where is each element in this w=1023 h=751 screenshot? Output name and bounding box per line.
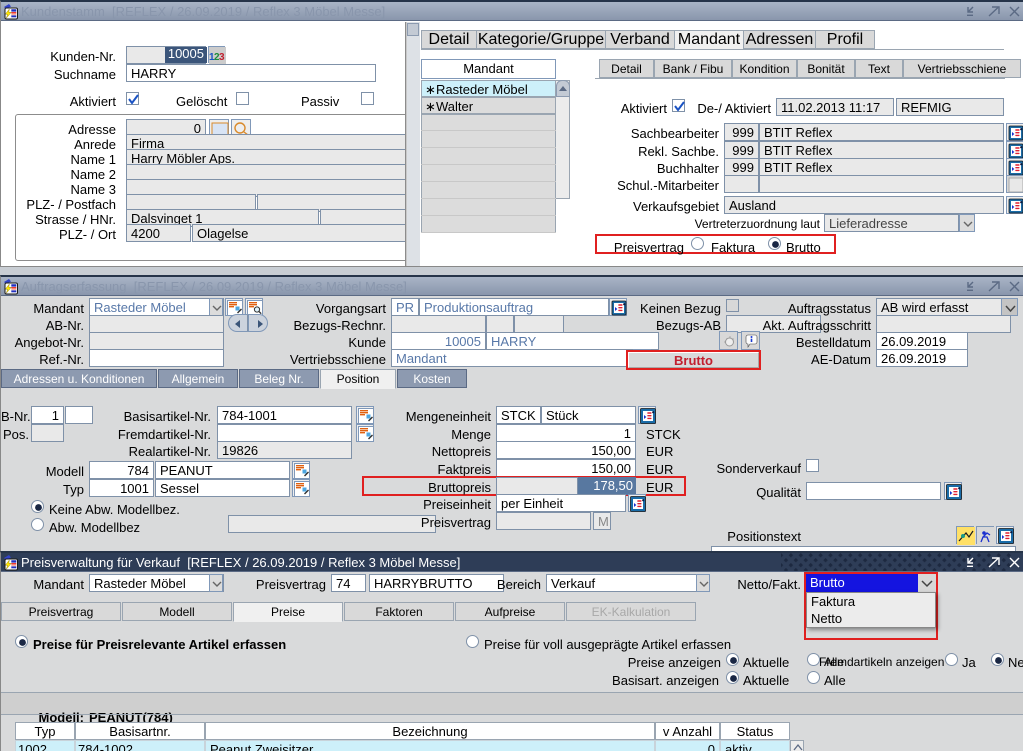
svg-text:3: 3 [219,52,225,63]
